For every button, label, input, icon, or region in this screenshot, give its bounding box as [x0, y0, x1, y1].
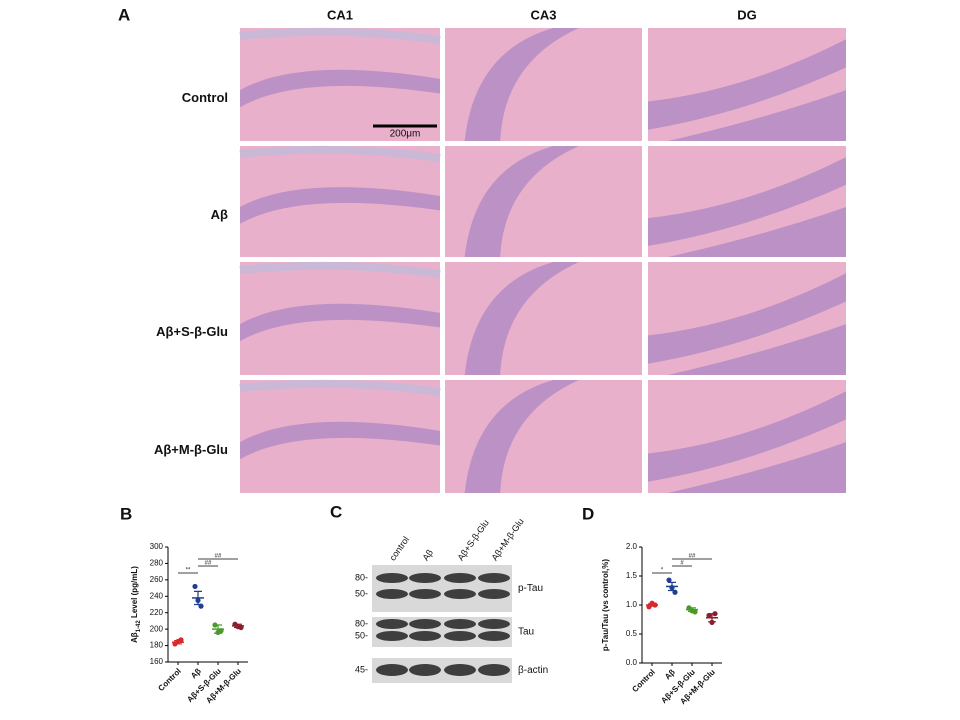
panel-label: A — [118, 5, 130, 24]
panel-label: B — [120, 504, 132, 523]
cell-layer — [648, 273, 846, 375]
blot-band — [444, 664, 476, 676]
mw-marker: 80- — [355, 618, 368, 628]
error-bar — [648, 603, 656, 607]
cell-layer — [464, 380, 579, 493]
y-axis-label-part: 1-42 — [136, 620, 142, 633]
y-tick-label: 180 — [150, 641, 164, 650]
significance-label: # — [680, 561, 684, 567]
panel-label: D — [582, 504, 594, 523]
blot-band — [444, 619, 476, 629]
y-tick-label: 220 — [150, 608, 164, 617]
blot-band — [478, 619, 510, 629]
fiber-layer — [239, 145, 441, 162]
row-label: Aβ — [211, 207, 228, 222]
blot-band — [376, 631, 408, 641]
y-axis-label: Aβ1-42 Level (pg/mL) — [130, 566, 141, 643]
scale-bar-label: 200μm — [390, 129, 421, 140]
significance-label: ## — [215, 554, 222, 560]
cell-layer — [648, 39, 846, 141]
cell-layer — [464, 28, 579, 141]
y-tick-label: 200 — [150, 624, 164, 633]
error-bar — [194, 590, 202, 606]
y-tick-label: 0.5 — [626, 629, 638, 638]
y-tick-label: 0.0 — [626, 658, 638, 667]
mw-marker: 50- — [355, 588, 368, 598]
y-tick-label: 160 — [150, 657, 164, 666]
column-header: CA3 — [530, 7, 556, 22]
blot-band — [376, 573, 408, 583]
blot-name: p-Tau — [518, 583, 543, 594]
cell-layer — [240, 421, 440, 460]
blot-band — [409, 631, 441, 641]
row-label: Control — [182, 90, 228, 105]
y-tick-label: 240 — [150, 591, 164, 600]
cell-layer — [240, 303, 440, 342]
column-header: CA1 — [327, 7, 353, 22]
mw-marker: 50- — [355, 630, 368, 640]
y-tick-label: 260 — [150, 575, 164, 584]
significance-label: * — [661, 568, 664, 574]
mw-marker: 80- — [355, 572, 368, 582]
blot-band — [376, 589, 408, 599]
blot-band — [478, 589, 510, 599]
fiber-layer — [239, 261, 441, 278]
fiber-layer — [239, 379, 441, 396]
data-point — [192, 583, 198, 590]
row-label: Aβ+M-β-Glu — [154, 442, 228, 457]
error-bar — [668, 581, 676, 592]
cell-layer — [464, 262, 579, 375]
blot-name: Tau — [518, 627, 534, 638]
y-tick-label: 2.0 — [626, 542, 638, 551]
blot-name: β-actin — [518, 665, 548, 676]
column-header: DG — [737, 7, 757, 22]
error-bar — [708, 613, 716, 623]
row-label: Aβ+S-β-Glu — [156, 324, 228, 339]
y-tick-label: 1.0 — [626, 600, 638, 609]
panel-label: C — [330, 502, 342, 521]
blot-band — [444, 573, 476, 583]
y-axis-label-part: Aβ — [130, 632, 139, 643]
significance-label: ** — [186, 568, 191, 574]
y-tick-label: 280 — [150, 559, 164, 568]
cell-layer — [464, 146, 579, 257]
y-axis-label-part: Level (pg/mL) — [130, 566, 139, 621]
y-tick-label: 1.5 — [626, 571, 638, 580]
blot-band — [409, 589, 441, 599]
y-axis-label: p-Tau/Tau (vs control,%) — [601, 559, 610, 651]
blot-band — [409, 664, 441, 676]
blot-band — [409, 619, 441, 629]
blot-band — [376, 664, 408, 676]
significance-label: ## — [205, 561, 212, 567]
blot-band — [409, 573, 441, 583]
mw-marker: 45- — [355, 664, 368, 674]
blot-band — [478, 631, 510, 641]
error-bar — [688, 607, 696, 612]
blot-band — [376, 619, 408, 629]
error-bar — [174, 640, 182, 645]
cell-layer — [648, 391, 846, 493]
blot-band — [444, 589, 476, 599]
error-bar — [234, 623, 242, 629]
blot-band — [444, 631, 476, 641]
error-bar — [214, 624, 222, 634]
blot-band — [478, 664, 510, 676]
blot-strip — [372, 565, 512, 612]
cell-layer — [648, 157, 846, 257]
y-tick-label: 300 — [150, 542, 164, 551]
cell-layer — [240, 69, 440, 108]
data-point — [666, 577, 672, 583]
fiber-layer — [239, 27, 441, 44]
cell-layer — [240, 187, 440, 224]
y-axis-label-part: p-Tau/Tau (vs control,%) — [601, 559, 610, 651]
blot-band — [478, 573, 510, 583]
significance-label: ## — [689, 554, 696, 560]
